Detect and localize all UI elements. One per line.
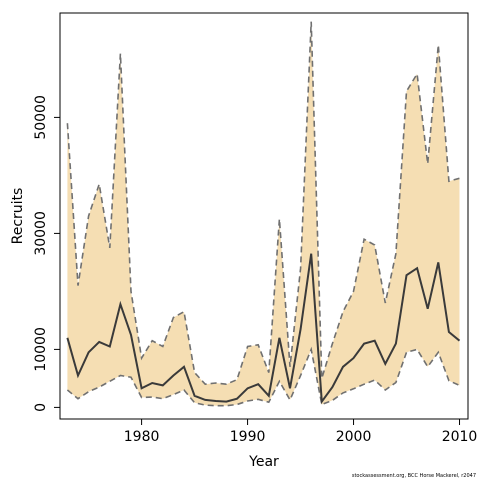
plot-frame [59, 12, 469, 420]
y-tick-label: 50000 [33, 95, 49, 140]
credit-text: stockassessment.org, BCC Horse Mackerel,… [352, 473, 476, 479]
confidence-band [67, 21, 460, 406]
y-axis: 0 10000 30000 50000 [33, 95, 60, 412]
x-axis-label: Year [248, 454, 279, 470]
y-tick-label: 0 [33, 403, 49, 412]
y-tick-label: 10000 [33, 327, 49, 372]
x-tick-label: 2000 [336, 429, 372, 445]
x-tick-label: 1980 [124, 429, 160, 445]
median-line [66, 253, 461, 405]
x-tick-label: 1990 [230, 429, 266, 445]
plot-layer [66, 21, 461, 407]
y-axis-label: Recruits [10, 188, 26, 245]
lower-bound-line [66, 346, 460, 407]
x-tick-label: 2010 [442, 429, 478, 445]
x-axis: 1980 1990 2000 2010 [124, 419, 478, 445]
upper-bound-line [66, 21, 460, 386]
y-tick-label: 30000 [33, 211, 49, 256]
